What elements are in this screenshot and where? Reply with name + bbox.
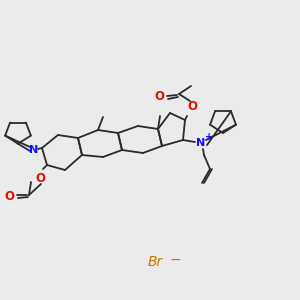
Text: N: N — [29, 145, 39, 155]
Text: O: O — [154, 91, 164, 103]
Text: O: O — [4, 190, 14, 203]
Text: O: O — [187, 100, 197, 112]
Text: Br: Br — [147, 255, 163, 269]
Text: −: − — [169, 253, 181, 267]
Text: +: + — [205, 132, 213, 142]
Text: N: N — [196, 138, 206, 148]
Text: O: O — [35, 172, 45, 185]
